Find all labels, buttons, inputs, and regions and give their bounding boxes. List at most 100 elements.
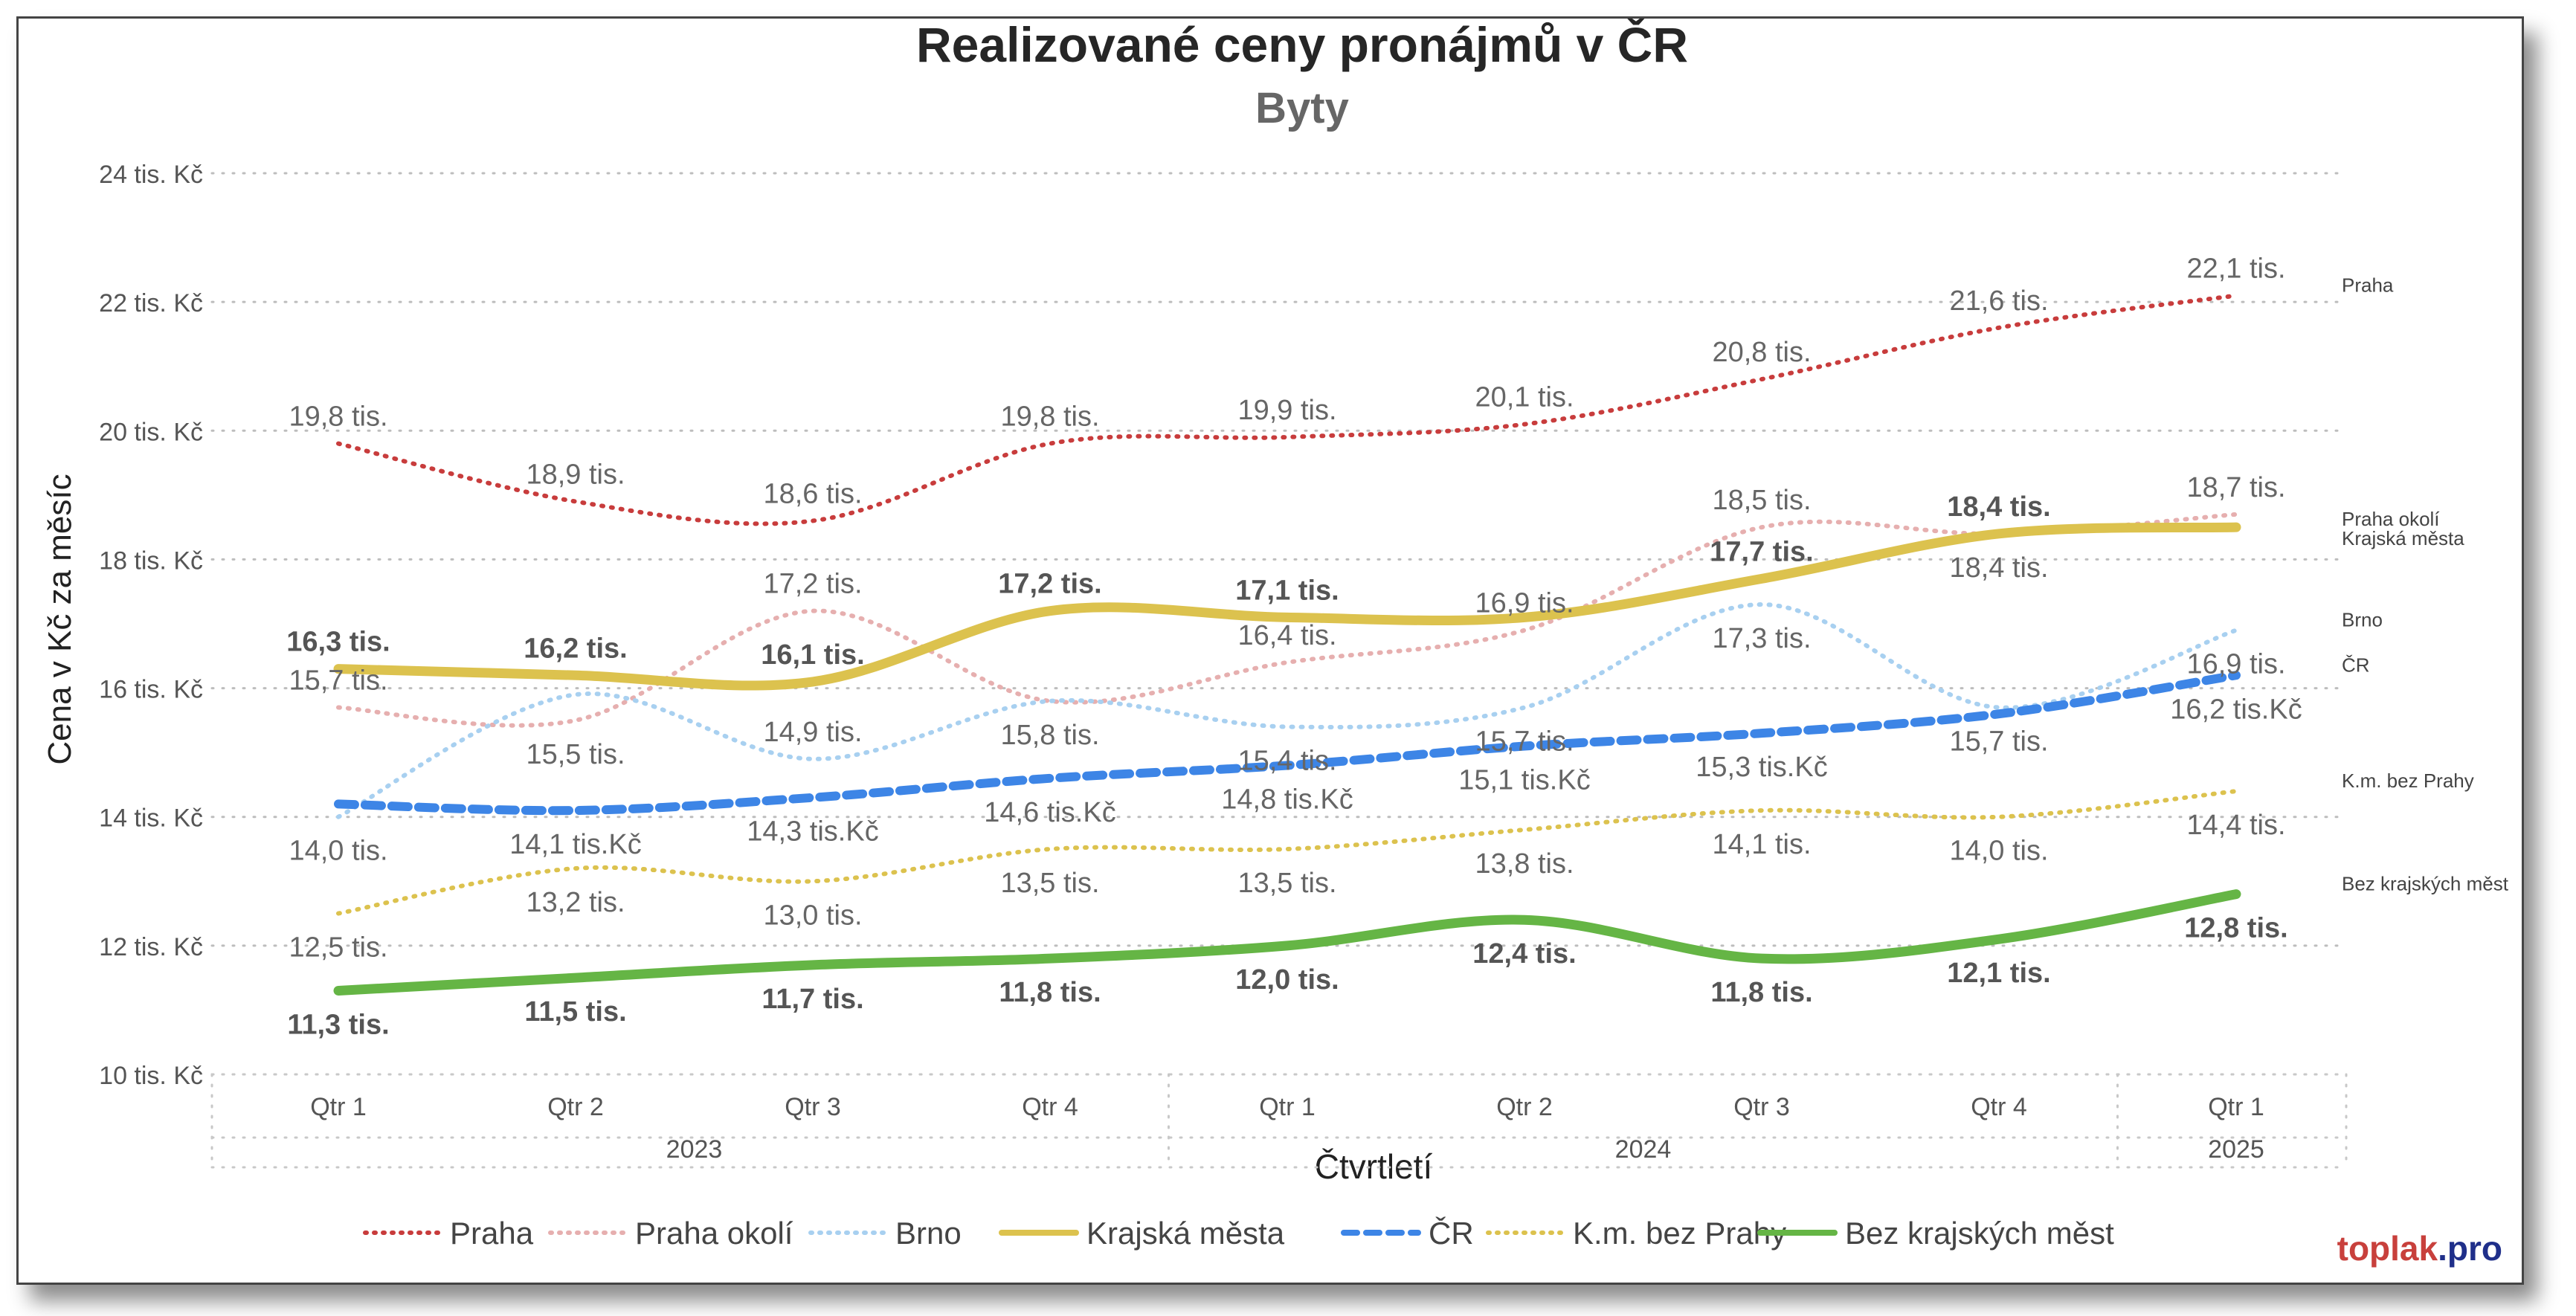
legend-item[interactable]: Praha xyxy=(363,1216,534,1251)
data-label: 16,4 tis. xyxy=(1237,620,1336,651)
series-end-label: Brno xyxy=(2342,609,2383,631)
data-label: 18,4 tis. xyxy=(1947,491,2050,523)
brand-name: toplak xyxy=(2337,1229,2438,1268)
data-label: 15,1 tis.Kč xyxy=(1458,764,1590,796)
data-label: 16,2 tis. xyxy=(524,633,627,664)
data-label: 11,8 tis. xyxy=(999,977,1101,1008)
x-year-label: 2024 xyxy=(1615,1135,1672,1164)
data-label: 17,2 tis. xyxy=(998,569,1101,600)
legend-label: Praha xyxy=(450,1216,534,1251)
data-label: 19,8 tis. xyxy=(289,401,387,433)
brand-suffix: .pro xyxy=(2438,1229,2502,1268)
data-label: 17,1 tis. xyxy=(1235,575,1339,606)
y-tick-label: 18 tis. Kč xyxy=(99,546,203,575)
data-label: 14,1 tis.Kč xyxy=(509,829,641,860)
data-label: 11,5 tis. xyxy=(524,996,626,1028)
data-label: 14,0 tis. xyxy=(1949,836,2048,867)
x-tick-label: Qtr 3 xyxy=(1733,1093,1790,1121)
data-label: 14,0 tis. xyxy=(289,836,387,867)
y-tick-label: 22 tis. Kč xyxy=(99,289,203,317)
series-end-label: Krajská města xyxy=(2342,527,2464,549)
y-tick-label: 16 tis. Kč xyxy=(99,676,203,704)
legend-label: Praha okolí xyxy=(635,1216,793,1251)
legend-label: Krajská města xyxy=(1086,1216,1285,1251)
data-label: 14,4 tis. xyxy=(2186,810,2285,841)
data-label: 13,0 tis. xyxy=(763,900,862,931)
y-tick-label: 24 tis. Kč xyxy=(99,161,203,189)
series-line-brno xyxy=(336,602,2238,819)
data-label: 12,4 tis. xyxy=(1472,938,1576,970)
data-label: 11,7 tis. xyxy=(761,984,863,1015)
data-label: 15,3 tis.Kč xyxy=(1696,752,1827,783)
series-end-label: Bez krajských měst xyxy=(2342,873,2509,895)
x-tick-label: Qtr 1 xyxy=(2208,1093,2264,1121)
data-label: 13,5 tis. xyxy=(1237,868,1336,899)
data-label: 12,1 tis. xyxy=(1947,958,2050,989)
data-label: 15,4 tis. xyxy=(1237,746,1336,777)
legend-item[interactable]: Praha okolí xyxy=(548,1216,793,1251)
series-end-label: K.m. bez Prahy xyxy=(2342,770,2474,792)
data-label: 16,3 tis. xyxy=(286,627,390,658)
data-label: 16,9 tis. xyxy=(1475,588,1574,619)
data-label: 16,1 tis. xyxy=(761,639,864,671)
data-label: 19,8 tis. xyxy=(1000,401,1099,433)
data-label: 14,8 tis.Kč xyxy=(1221,784,1353,815)
series-line-praha-okol- xyxy=(336,512,2238,728)
series-line-k-m-bez-prahy xyxy=(336,789,2238,916)
legend-item[interactable]: Bez krajských měst xyxy=(1757,1216,2114,1251)
data-label: 13,2 tis. xyxy=(526,887,625,918)
x-tick-label: Qtr 2 xyxy=(1496,1093,1553,1121)
series-line-bez-krajsk-ch-m-st xyxy=(333,889,2241,996)
data-label: 16,2 tis.Kč xyxy=(2170,694,2302,725)
data-label: 20,8 tis. xyxy=(1712,337,1811,368)
x-tick-label: Qtr 4 xyxy=(1971,1093,2027,1121)
data-label: 12,5 tis. xyxy=(289,932,387,964)
legend-label: Bez krajských měst xyxy=(1845,1216,2114,1251)
x-tick-label: Qtr 3 xyxy=(785,1093,841,1121)
data-label: 12,0 tis. xyxy=(1235,964,1339,996)
y-tick-label: 14 tis. Kč xyxy=(99,804,203,833)
data-label: 15,7 tis. xyxy=(1475,726,1574,758)
data-label: 18,7 tis. xyxy=(2186,472,2285,503)
x-tick-label: Qtr 1 xyxy=(310,1093,367,1121)
legend-label: ČR xyxy=(1429,1216,1474,1251)
data-label: 18,5 tis. xyxy=(1712,485,1811,516)
data-label: 13,5 tis. xyxy=(1000,868,1099,899)
series-end-label: Praha xyxy=(2342,274,2394,296)
data-label: 14,3 tis.Kč xyxy=(747,816,878,848)
series-line--r xyxy=(334,671,2241,816)
y-tick-label: 12 tis. Kč xyxy=(99,933,203,961)
legend-label: Brno xyxy=(895,1216,962,1251)
data-label: 20,1 tis. xyxy=(1475,382,1574,413)
data-label: 15,8 tis. xyxy=(1000,720,1099,751)
legend-item[interactable]: K.m. bez Prahy xyxy=(1486,1216,1786,1251)
data-label: 13,8 tis. xyxy=(1475,848,1574,880)
series-line-krajsk-m-sta xyxy=(333,522,2241,691)
chart-title: Realizované ceny pronájmů v ČR xyxy=(916,19,1688,72)
data-label: 14,9 tis. xyxy=(763,717,862,748)
data-label: 14,1 tis. xyxy=(1712,829,1811,860)
chart-frame: Realizované ceny pronájmů v ČR Byty Cena… xyxy=(16,16,2524,1285)
data-label: 18,9 tis. xyxy=(526,459,625,491)
x-tick-label: Qtr 4 xyxy=(1022,1093,1078,1121)
data-label: 18,4 tis. xyxy=(1949,552,2048,584)
data-label: 15,7 tis. xyxy=(289,665,387,697)
x-tick-label: Qtr 2 xyxy=(547,1093,604,1121)
legend-item[interactable]: ČR xyxy=(1341,1216,1474,1251)
data-label: 16,9 tis. xyxy=(2186,649,2285,680)
data-label: 11,3 tis. xyxy=(287,1009,389,1040)
data-label: 18,6 tis. xyxy=(763,478,862,509)
data-label: 17,7 tis. xyxy=(1710,536,1813,567)
data-label: 17,3 tis. xyxy=(1712,623,1811,654)
legend-label: K.m. bez Prahy xyxy=(1573,1216,1786,1251)
legend-item[interactable]: Krajská města xyxy=(999,1216,1285,1251)
chart-subtitle: Byty xyxy=(1255,84,1349,132)
x-tick-label: Qtr 1 xyxy=(1259,1093,1316,1121)
legend-item[interactable]: Brno xyxy=(808,1216,962,1251)
series-end-label: ČR xyxy=(2342,654,2370,676)
y-axis-title: Cena v Kč za měsíc xyxy=(42,474,78,764)
series-end-label: Praha okolí xyxy=(2342,508,2440,530)
data-label: 12,8 tis. xyxy=(2184,913,2287,944)
data-label: 15,7 tis. xyxy=(1949,726,2048,758)
x-year-label: 2023 xyxy=(666,1135,723,1164)
